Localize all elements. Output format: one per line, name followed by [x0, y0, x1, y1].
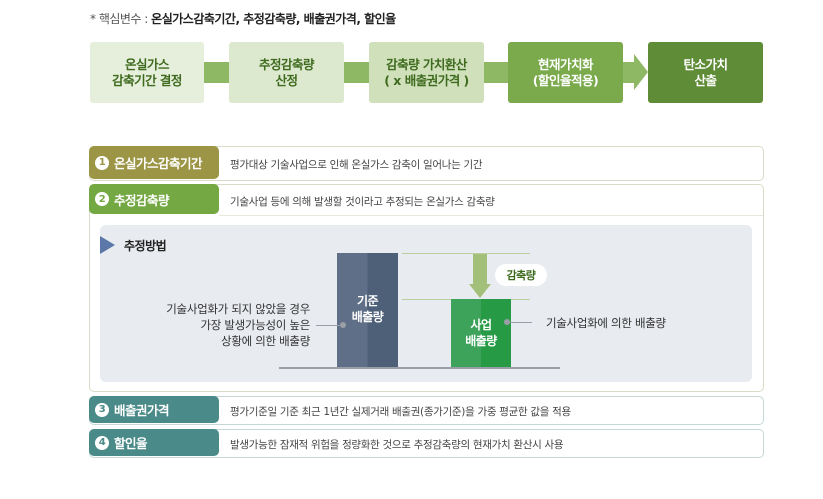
variable-label: 2 추정감축량 [89, 184, 219, 214]
baseline-level-line [402, 253, 530, 254]
baseline-description-line: 상황에 의한 배출량 [221, 334, 310, 348]
baseline-callout-line [316, 325, 340, 326]
variable-description: 발생가능한 잠재적 위험을 정량화한 것으로 추정감축량의 현재가치 환산시 사… [230, 439, 564, 451]
flow-step-text: 탄소가치 [683, 56, 728, 72]
flow-connector [484, 62, 508, 83]
baseline-description-line: 기술사업화가 되지 않았을 경우 [166, 302, 310, 316]
number-badge-icon: 2 [95, 192, 109, 206]
flow-step-reduction-period: 온실가스 감축기간 결정 [90, 42, 204, 103]
bar-label-text: 사업 [470, 318, 492, 332]
flow-connector [344, 62, 369, 83]
variable-description: 평가기준일 기준 최근 1년간 실제거래 배출권(종가기준)을 가중 평균한 값… [230, 406, 571, 418]
flow-connector [204, 62, 229, 83]
method-title: 추정방법 [124, 239, 167, 253]
baseline-emission-bar [337, 253, 398, 368]
flow-connector [623, 62, 635, 83]
flow-step-text: 감축기간 결정 [112, 72, 182, 88]
variable-label-text: 할인율 [114, 436, 148, 451]
variable-label-text: 온실가스감축기간 [114, 156, 203, 171]
variable-label-text: 추정감축량 [114, 192, 170, 208]
variable-label: 3 배출권가격 [89, 396, 219, 423]
variable-row-reduction-period: 1 온실가스감축기간 평가대상 기술사업으로 인해 온실가스 감축이 일어나는 … [89, 146, 764, 181]
baseline-description: 기술사업화가 되지 않았을 경우 가장 발생가능성이 높은 상황에 의한 배출량 [140, 301, 310, 349]
flow-step-text: 산정 [275, 72, 298, 88]
variable-row-credit-price: 3 배출권가격 평가기준일 기준 최근 1년간 실제거래 배출권(종가기준)을 … [89, 396, 764, 425]
flow-step-text: 감축량 가치환산 [386, 56, 467, 72]
number-badge-icon: 3 [95, 402, 109, 417]
reduction-label: 감축량 [495, 264, 547, 286]
reduction-arrow-head-icon [469, 284, 491, 298]
flow-step-text: (할인율적용) [532, 72, 599, 88]
bar-label-text: 기준 [356, 294, 379, 308]
play-triangle-icon [100, 236, 115, 254]
baseline-bar-label: 기준 배출량 [337, 293, 398, 325]
key-variables-prefix: * 핵심변수 : [90, 12, 152, 26]
variable-label: 4 할인율 [89, 429, 219, 456]
baseline-callout-dot-icon [340, 322, 346, 328]
variable-description: 평가대상 기술사업으로 인해 온실가스 감축이 일어나는 기간 [230, 159, 483, 171]
project-description: 기술사업화에 의한 배출량 [546, 316, 666, 330]
estimation-method-panel: 추정방법 [100, 225, 752, 382]
flow-step-text: 추정감축량 [258, 56, 315, 72]
project-callout-dot-icon [504, 319, 510, 325]
chart-baseline-axis [279, 367, 560, 369]
reduction-arrow-icon [473, 254, 487, 284]
flow-step-carbon-value: 탄소가치 산출 [648, 42, 763, 103]
project-callout-line [510, 322, 532, 323]
variable-description: 기술사업 등에 의해 발생할 것이라고 추정되는 온실가스 감축량 [230, 196, 495, 208]
flow-step-text: 온실가스 [124, 56, 170, 72]
variable-label-text: 배출권가격 [114, 403, 170, 418]
flow-arrow-icon [634, 54, 648, 90]
flow-step-text: 산출 [694, 72, 717, 88]
flow-step-text: ( x 배출권가격 ) [384, 72, 469, 88]
number-badge-icon: 4 [95, 435, 109, 450]
flow-step-value-conversion: 감축량 가치환산( x 배출권가격 ) [369, 42, 484, 103]
variable-label: 1 온실가스감축기간 [89, 146, 219, 179]
flow-step-text: 현재가치화 [537, 56, 594, 72]
number-badge-icon: 1 [95, 155, 109, 170]
row-divider [219, 215, 763, 216]
bar-label-text: 배출량 [351, 310, 384, 324]
flow-step-present-value: 현재가치화 (할인율적용) [508, 42, 623, 103]
flow-step-estimated-reduction: 추정감축량 산정 [229, 42, 344, 103]
variable-row-discount-rate: 4 할인율 발생가능한 잠재적 위험을 정량화한 것으로 추정감축량의 현재가치… [89, 429, 764, 458]
bar-label-text: 배출량 [465, 334, 497, 348]
project-emission-bar [451, 299, 511, 368]
key-variables-list: 온실가스감축기간, 추정감축량, 배출권가격, 할인율 [151, 12, 396, 26]
baseline-description-line: 가장 발생가능성이 높은 [200, 318, 310, 332]
key-variables-title: * 핵심변수 : 온실가스감축기간, 추정감축량, 배출권가격, 할인율 [90, 10, 396, 27]
project-bar-label: 사업 배출량 [451, 317, 511, 349]
